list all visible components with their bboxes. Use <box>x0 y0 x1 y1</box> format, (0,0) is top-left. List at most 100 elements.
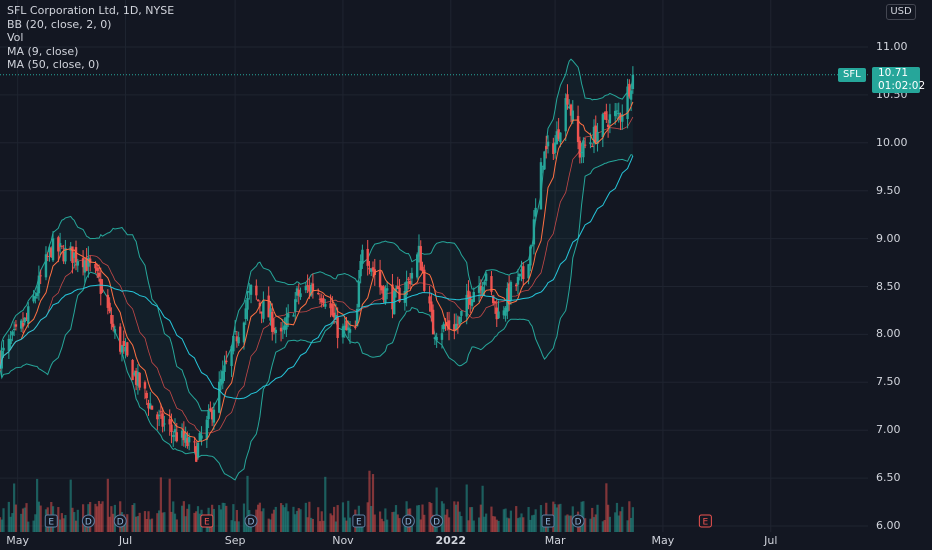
candle-body <box>159 411 163 413</box>
volume-bar <box>382 521 385 532</box>
volume-bar <box>456 501 459 532</box>
dividend-marker <box>571 514 585 528</box>
volume-bar <box>74 520 78 532</box>
volume-bar <box>628 501 631 532</box>
volume-bar <box>310 517 313 532</box>
volume-bar <box>143 511 147 532</box>
volume-bar <box>555 507 558 532</box>
volume-bar <box>515 506 518 532</box>
candle-body <box>568 106 571 109</box>
volume-bar <box>534 509 537 532</box>
volume-bar <box>59 519 62 532</box>
bb-lower-line <box>0 153 634 481</box>
candle-body <box>407 278 410 280</box>
candle-body <box>446 321 449 326</box>
candle-body <box>248 291 251 293</box>
volume-bar <box>502 509 505 532</box>
candle-body <box>256 299 260 301</box>
candle-body <box>34 296 37 299</box>
candle-body <box>435 336 438 341</box>
volume-bar <box>465 484 468 532</box>
volume-bar <box>485 513 488 532</box>
candle-body <box>156 414 159 420</box>
candle-body <box>331 303 334 316</box>
volume-bar <box>71 507 74 532</box>
y-tick-label: 9.50 <box>876 183 901 197</box>
candle-body <box>235 336 239 342</box>
candle-body <box>378 271 382 288</box>
candle-body <box>119 326 122 352</box>
legend-ma9[interactable]: MA (9, close) <box>7 44 79 58</box>
candle-body <box>502 310 506 316</box>
volume-bar <box>442 503 445 532</box>
candle-body <box>124 346 127 352</box>
y-tick-label: 7.00 <box>876 423 901 437</box>
volume-bar <box>292 506 295 532</box>
volume-bar <box>27 521 30 532</box>
candle-body <box>274 329 277 334</box>
candle-body <box>416 254 419 278</box>
candle-body <box>230 346 233 367</box>
candle-body <box>218 381 221 413</box>
candle-body <box>39 275 42 277</box>
x-tick-label: 2022 <box>435 534 467 547</box>
candle-body <box>297 289 300 296</box>
volume-bar <box>294 514 297 532</box>
candle-body <box>136 371 140 386</box>
dividend-marker-label: D <box>248 518 255 528</box>
volume-bar <box>13 483 16 532</box>
candle-body <box>576 115 580 143</box>
candle-body <box>11 331 14 336</box>
volume-bar <box>170 511 173 532</box>
volume-bar <box>76 509 79 532</box>
candle-body <box>621 114 624 122</box>
y-tick-label: 7.50 <box>876 375 901 389</box>
volume-bar <box>508 518 511 532</box>
volume-bar <box>592 517 596 532</box>
candle-body <box>545 146 548 150</box>
candle-body <box>14 324 18 327</box>
candle-body <box>111 323 115 328</box>
volume-bar <box>69 479 72 532</box>
volume-bar <box>336 505 339 532</box>
candle-body <box>527 264 530 279</box>
volume-bar <box>237 521 240 532</box>
volume-bar <box>596 504 599 532</box>
volume-bar <box>522 517 525 532</box>
volume-bar <box>518 517 521 532</box>
candle-body <box>543 151 546 170</box>
legend-bb[interactable]: BB (20, close, 2, 0) <box>7 17 112 31</box>
earnings-marker-label: E <box>703 518 709 528</box>
volume-bar <box>331 515 334 532</box>
candle-body <box>147 402 150 409</box>
volume-bar <box>481 485 484 532</box>
y-tick-label: 6.50 <box>876 471 901 485</box>
volume-bar <box>378 511 382 532</box>
candle-body <box>320 298 323 303</box>
legend-vol[interactable]: Vol <box>7 31 24 44</box>
candle-body <box>260 311 263 314</box>
volume-bar <box>391 512 394 532</box>
legend-title[interactable]: SFL Corporation Ltd, 1D, NYSE <box>7 4 175 17</box>
candle-body <box>71 246 74 263</box>
candle-body <box>143 382 147 389</box>
candle-body <box>553 142 557 153</box>
candle-body <box>592 126 596 144</box>
volume-bar <box>138 512 141 532</box>
volume-bar <box>182 501 185 532</box>
candle-body <box>27 306 30 324</box>
candle-body <box>606 124 610 128</box>
currency-button[interactable]: USD <box>886 4 916 20</box>
volume-bar <box>626 520 629 532</box>
candle-body <box>281 327 285 329</box>
candle-body <box>490 276 493 292</box>
volume-bar <box>285 503 288 532</box>
candle-body <box>106 294 110 308</box>
legend-ma50[interactable]: MA (50, close, 0) <box>7 58 100 71</box>
volume-bar <box>608 516 611 532</box>
candle-body <box>145 392 148 399</box>
candle-body <box>608 114 612 124</box>
candle-body <box>569 104 573 116</box>
volume-bar <box>446 509 449 532</box>
